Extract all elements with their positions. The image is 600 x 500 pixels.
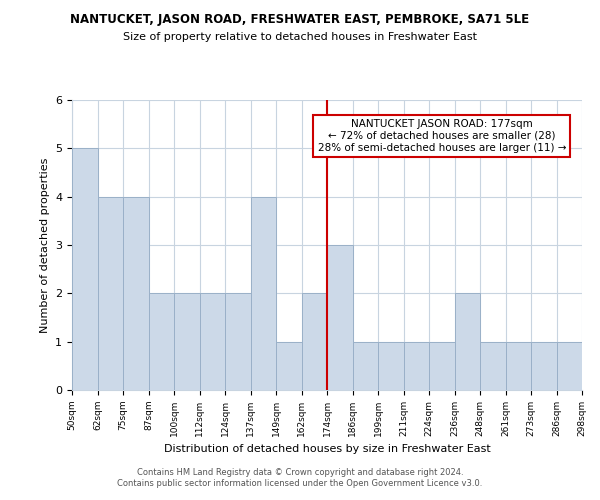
Text: NANTUCKET, JASON ROAD, FRESHWATER EAST, PEMBROKE, SA71 5LE: NANTUCKET, JASON ROAD, FRESHWATER EAST, … <box>70 12 530 26</box>
Bar <box>302 294 327 390</box>
Text: NANTUCKET JASON ROAD: 177sqm
← 72% of detached houses are smaller (28)
28% of se: NANTUCKET JASON ROAD: 177sqm ← 72% of de… <box>317 120 566 152</box>
Text: Size of property relative to detached houses in Freshwater East: Size of property relative to detached ho… <box>123 32 477 42</box>
Bar <box>531 342 557 390</box>
Bar <box>557 342 582 390</box>
Bar <box>353 342 378 390</box>
Bar <box>149 294 174 390</box>
Bar <box>199 294 225 390</box>
Y-axis label: Number of detached properties: Number of detached properties <box>40 158 50 332</box>
Bar <box>123 196 149 390</box>
Bar <box>404 342 429 390</box>
X-axis label: Distribution of detached houses by size in Freshwater East: Distribution of detached houses by size … <box>164 444 490 454</box>
Bar <box>378 342 404 390</box>
Bar <box>505 342 531 390</box>
Bar <box>72 148 97 390</box>
Bar <box>251 196 276 390</box>
Bar <box>276 342 302 390</box>
Bar <box>97 196 123 390</box>
Bar <box>225 294 251 390</box>
Bar <box>480 342 505 390</box>
Text: Contains HM Land Registry data © Crown copyright and database right 2024.
Contai: Contains HM Land Registry data © Crown c… <box>118 468 482 487</box>
Bar <box>429 342 455 390</box>
Bar <box>455 294 480 390</box>
Bar <box>327 245 353 390</box>
Bar <box>174 294 199 390</box>
